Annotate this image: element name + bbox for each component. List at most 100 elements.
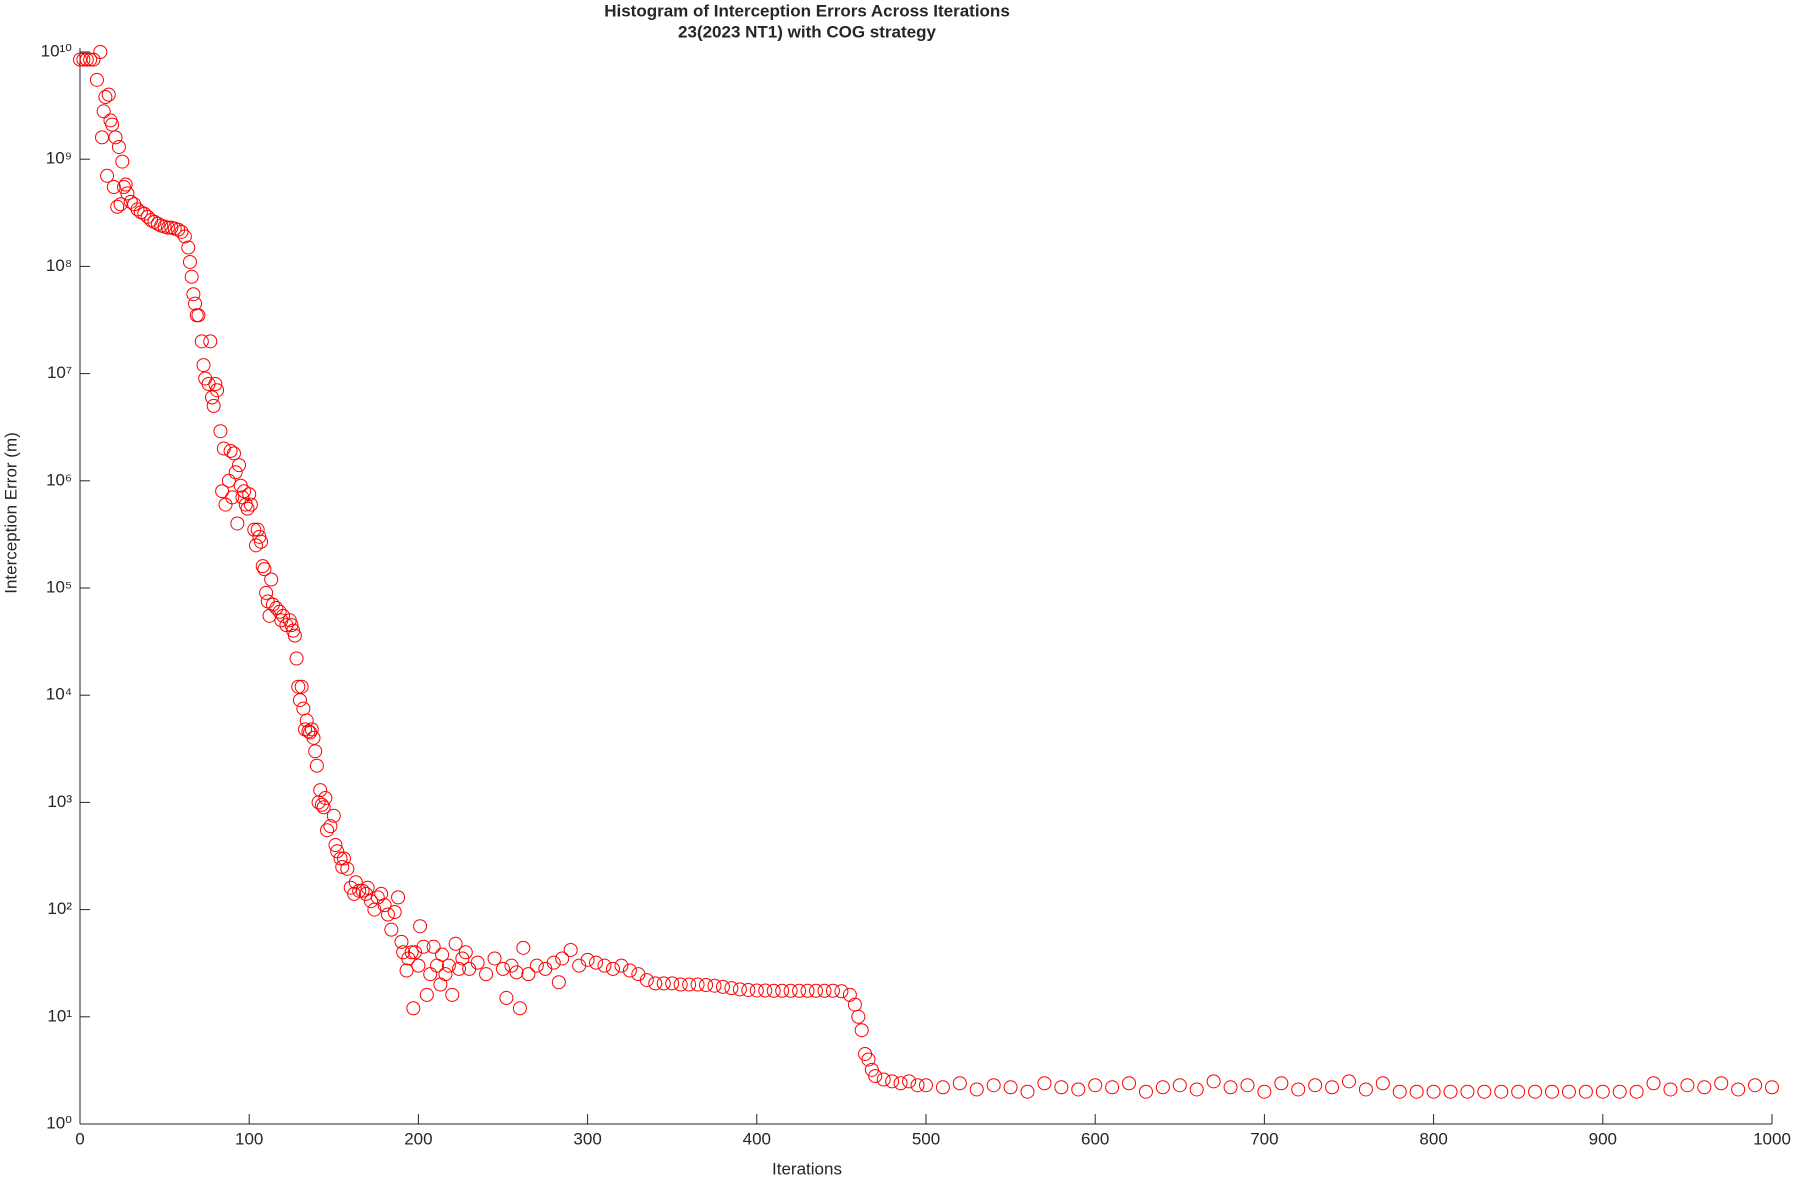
data-point — [313, 783, 328, 798]
data-point — [445, 987, 460, 1002]
data-point — [1545, 1084, 1560, 1099]
data-point — [355, 883, 370, 898]
data-point — [242, 487, 257, 502]
data-point — [861, 1052, 876, 1067]
data-point — [766, 983, 781, 998]
data-point — [648, 976, 663, 991]
data-point — [76, 52, 91, 67]
data-point — [320, 823, 335, 838]
data-point — [1020, 1084, 1035, 1099]
data-point — [191, 308, 206, 323]
data-point — [758, 983, 773, 998]
data-point — [240, 501, 255, 516]
y-tick-label: 10⁷ — [47, 363, 72, 382]
data-point — [452, 961, 467, 976]
data-point — [348, 875, 363, 890]
data-point — [364, 894, 379, 909]
data-point — [707, 978, 722, 993]
data-point — [292, 693, 307, 708]
data-point — [783, 983, 798, 998]
data-point — [89, 72, 104, 87]
data-point — [98, 90, 113, 105]
data-point — [1037, 1076, 1052, 1091]
data-point — [223, 443, 238, 458]
data-point — [1308, 1078, 1323, 1093]
x-tick-label: 300 — [573, 1129, 601, 1148]
data-point — [380, 907, 395, 922]
data-point — [413, 919, 428, 934]
data-point — [724, 981, 739, 996]
y-tick-label: 10² — [47, 899, 72, 918]
data-point — [433, 977, 448, 992]
data-point — [969, 1082, 984, 1097]
data-point — [1325, 1080, 1340, 1095]
data-point — [1561, 1084, 1576, 1099]
data-point — [105, 117, 120, 132]
data-point — [83, 52, 98, 67]
data-point — [1138, 1084, 1153, 1099]
data-point — [825, 983, 840, 998]
data-point — [572, 958, 587, 973]
data-point — [230, 516, 245, 531]
data-point — [1663, 1082, 1678, 1097]
data-point — [487, 951, 502, 966]
data-point — [893, 1076, 908, 1091]
data-point — [516, 940, 531, 955]
data-point — [1612, 1084, 1627, 1099]
data-point — [563, 942, 578, 957]
data-point — [1765, 1080, 1779, 1095]
data-point — [690, 977, 705, 992]
data-point — [391, 890, 406, 905]
data-point — [289, 651, 304, 666]
data-point — [377, 898, 392, 913]
data-point — [622, 963, 637, 978]
data-point — [118, 177, 133, 192]
x-tick-label: 400 — [743, 1129, 771, 1148]
data-point — [204, 390, 219, 405]
y-tick-label: 10⁴ — [46, 685, 72, 704]
data-point — [1494, 1084, 1509, 1099]
data-point — [1595, 1084, 1610, 1099]
data-point — [876, 1072, 891, 1087]
data-point — [665, 976, 680, 991]
data-point — [308, 744, 323, 759]
data-point — [817, 983, 832, 998]
data-point — [673, 977, 688, 992]
data-point — [248, 538, 263, 553]
data-point — [323, 819, 338, 834]
data-point — [215, 484, 230, 499]
data-point — [902, 1074, 917, 1089]
data-point — [1003, 1080, 1018, 1095]
data-point — [254, 534, 269, 549]
data-point — [387, 904, 402, 919]
data-point — [496, 961, 510, 976]
data-point — [910, 1078, 925, 1093]
data-point — [232, 458, 247, 473]
data-point — [394, 934, 409, 949]
y-tick-label: 10⁸ — [46, 256, 72, 275]
data-point — [291, 679, 306, 694]
data-point — [259, 585, 274, 600]
data-point — [210, 383, 225, 398]
data-point — [555, 951, 570, 966]
data-point — [639, 973, 654, 988]
data-point — [1460, 1084, 1475, 1099]
data-point — [399, 963, 414, 978]
data-point — [589, 955, 604, 970]
data-point — [1477, 1084, 1492, 1099]
data-point — [479, 967, 494, 982]
data-point — [218, 497, 233, 512]
data-point — [228, 465, 243, 480]
data-point — [1088, 1078, 1103, 1093]
data-point — [1392, 1084, 1407, 1099]
data-point — [1629, 1084, 1644, 1099]
x-axis-label: Iterations — [772, 1159, 842, 1178]
data-point — [1105, 1080, 1120, 1095]
chart-subtitle: 23(2023 NT1) with COG strategy — [678, 22, 936, 41]
data-point — [213, 424, 228, 439]
x-tick-label: 700 — [1250, 1129, 1278, 1148]
data-point — [1291, 1082, 1306, 1097]
data-point — [111, 139, 126, 154]
data-point — [404, 945, 419, 960]
data-point — [792, 983, 807, 998]
